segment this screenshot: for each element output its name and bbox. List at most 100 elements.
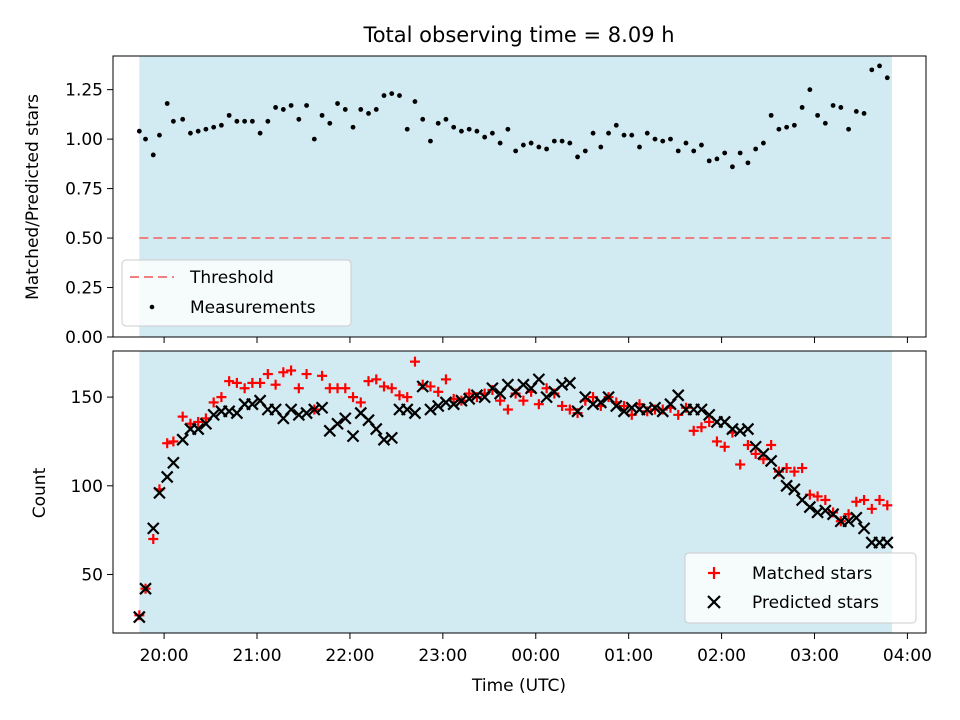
predicted-star-point xyxy=(486,381,499,395)
measurement-point xyxy=(520,142,526,148)
measurement-point xyxy=(691,148,697,154)
x-tick-label: 03:00 xyxy=(790,646,839,666)
x-tick-label: 20:00 xyxy=(140,646,189,666)
matched-star-point xyxy=(874,494,885,505)
measurement-point xyxy=(582,148,588,154)
matched-star-point xyxy=(255,377,266,388)
measurement-point xyxy=(613,122,619,128)
measurement-point xyxy=(435,120,441,126)
plot-frame xyxy=(112,55,927,338)
measurement-point xyxy=(412,99,418,104)
matched-star-point xyxy=(162,438,173,449)
measurement-point xyxy=(629,132,635,138)
measurement-point xyxy=(644,130,650,136)
measurement-point xyxy=(706,158,712,164)
matched-star-point xyxy=(193,416,204,427)
x-axis-ticks: 20:00 21:00 22:00 23:00 00:00 01:00 02:00 03:00… xyxy=(140,633,932,666)
measurement-point xyxy=(606,130,611,136)
x-tick-label: 04:00 xyxy=(883,646,932,666)
measurement-point xyxy=(459,128,464,134)
measurement-point xyxy=(559,138,565,144)
plot-frame xyxy=(112,350,927,634)
predicted-star-point xyxy=(819,504,832,517)
measurement-point xyxy=(791,122,797,128)
measurement-point xyxy=(621,132,627,138)
matched-star-point xyxy=(340,383,351,394)
measurement-point xyxy=(575,154,580,160)
matched-star-point xyxy=(262,369,273,380)
measurement-point xyxy=(590,130,596,136)
measurement-point xyxy=(884,75,890,81)
legend-measurements-swatch xyxy=(149,304,155,310)
matched-star-point xyxy=(317,370,328,381)
x-axis-ticks xyxy=(163,337,908,343)
measurement-point xyxy=(288,103,294,108)
matched-star-point xyxy=(224,376,235,387)
measurement-point xyxy=(226,112,232,118)
y-axis-ticks: 50 100 150 xyxy=(71,388,113,585)
matched-star-point xyxy=(301,369,312,380)
measurement-point xyxy=(319,112,325,118)
measurement-point xyxy=(869,67,875,73)
measurement-point xyxy=(350,124,356,130)
predicted-star-point xyxy=(385,431,399,445)
matched-star-point xyxy=(719,441,730,452)
matched-star-point xyxy=(425,381,436,392)
legend-box xyxy=(684,552,917,624)
matched-star-point xyxy=(371,374,382,385)
measurement-point xyxy=(822,120,828,126)
measurement-point xyxy=(497,140,503,146)
measurement-point xyxy=(195,128,201,134)
measurement-point xyxy=(280,107,286,112)
measurement-point xyxy=(660,138,666,144)
matched-star-point xyxy=(177,411,188,422)
predicted-star-point xyxy=(424,403,437,416)
matched-star-point xyxy=(355,397,366,408)
x-tick-label: 01:00 xyxy=(604,646,653,666)
measurements-series xyxy=(136,63,890,170)
matched-star-point xyxy=(797,463,808,474)
measurement-point xyxy=(737,150,743,156)
measurement-point xyxy=(335,101,340,106)
measurement-point xyxy=(164,101,170,106)
measurement-point xyxy=(683,140,689,146)
measurement-point xyxy=(768,112,774,118)
predicted-star-point xyxy=(842,514,855,528)
measurement-point xyxy=(830,103,836,108)
predicted-star-point xyxy=(408,406,422,420)
y-axis-ticks: 0.00 0.25 0.50 0.75 1.00 1.25 xyxy=(65,81,113,348)
predicted-star-point xyxy=(857,522,871,535)
matched-star-point xyxy=(882,500,893,511)
y-tick-label: 1.25 xyxy=(65,81,103,101)
measurement-point xyxy=(311,136,317,142)
measurement-point xyxy=(296,116,302,122)
matched-star-point xyxy=(742,440,753,450)
predicted-star-point xyxy=(540,390,553,404)
predicted-star-point xyxy=(671,389,685,402)
predicted-star-point xyxy=(346,429,360,443)
legend-matched-label: Matched stars xyxy=(752,564,872,584)
predicted-star-point xyxy=(207,408,220,422)
predicted-star-point xyxy=(617,405,631,418)
measurement-point xyxy=(389,91,395,96)
matched-star-point xyxy=(572,408,583,419)
measurement-point xyxy=(242,118,248,124)
matched-star-point xyxy=(386,383,397,394)
predicted-star-point xyxy=(416,380,429,393)
x-axis-label: Time (UTC) xyxy=(471,676,566,696)
measurement-point xyxy=(327,120,333,126)
predicted-star-point xyxy=(300,406,313,420)
ratio-subplot: Total observing time = 8.09 h 0.000.250.… xyxy=(23,23,927,348)
matched-star-point xyxy=(680,402,691,413)
measurement-point xyxy=(815,112,820,118)
matched-star-point xyxy=(402,392,413,403)
predicted-star-point xyxy=(447,397,460,411)
measurement-point xyxy=(170,118,176,124)
matched-star-point xyxy=(440,374,451,385)
y-tick-label: 0.75 xyxy=(65,180,103,200)
matched-star-point xyxy=(859,494,870,505)
measurement-point xyxy=(853,109,859,114)
measurement-point xyxy=(188,130,193,136)
predicted-star-point xyxy=(160,470,174,484)
predicted-star-point xyxy=(594,396,608,409)
